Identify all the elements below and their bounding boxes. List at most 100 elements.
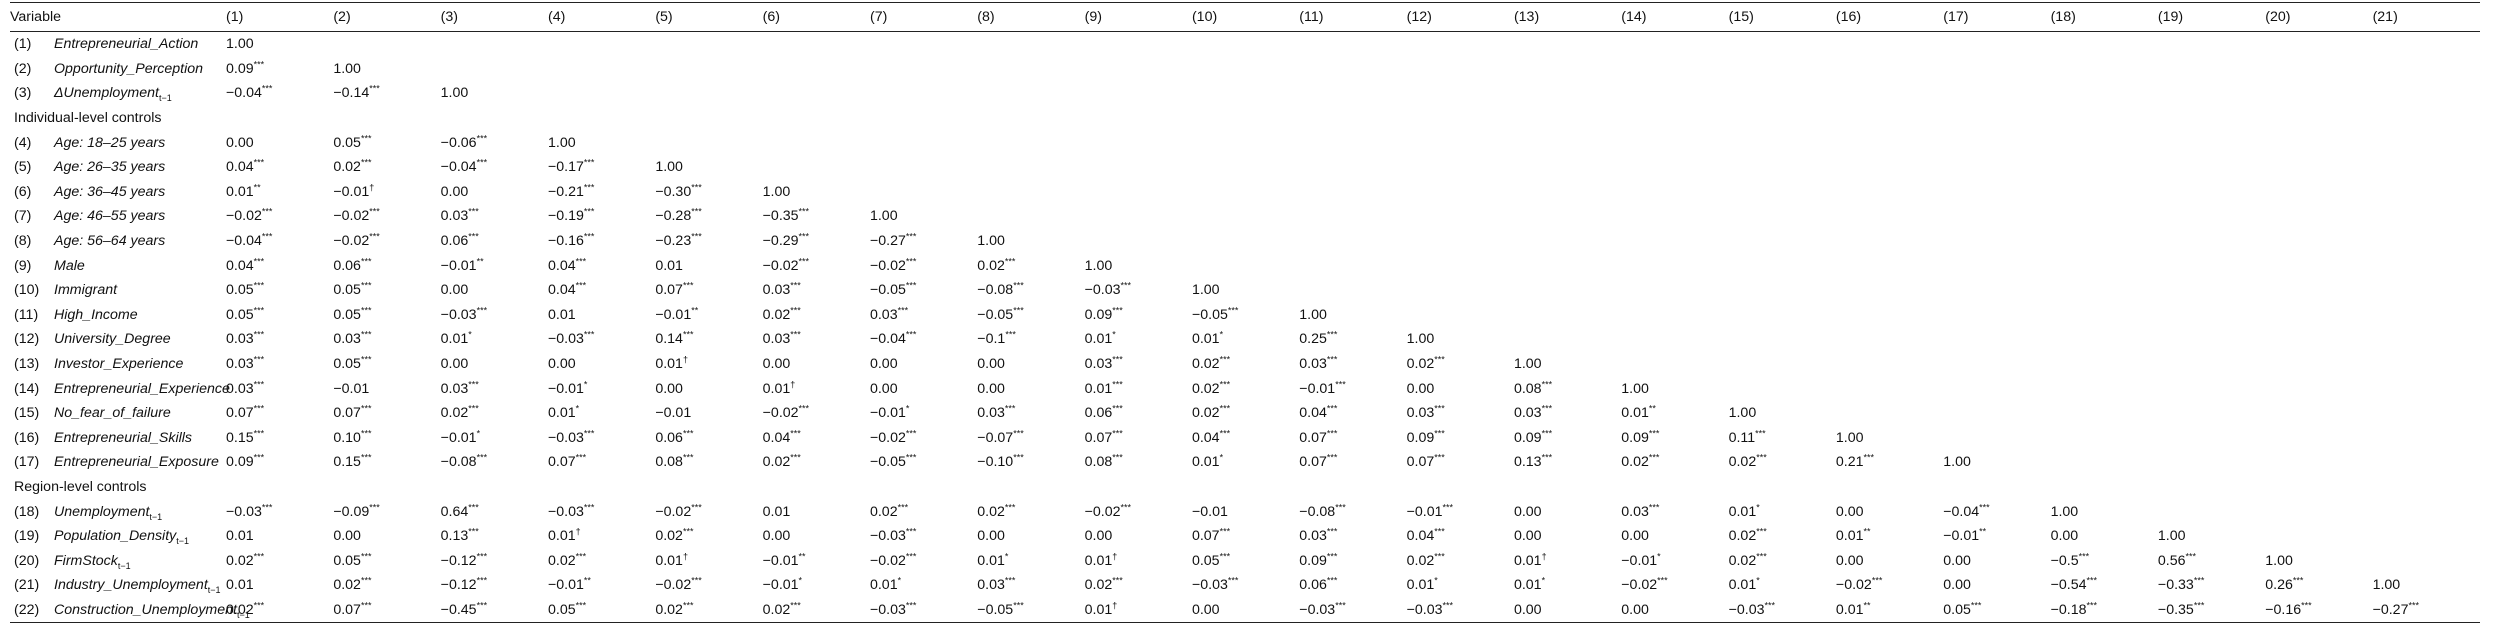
- correlation-cell: −0.02***: [226, 206, 273, 225]
- column-header: (14): [1621, 2, 1729, 32]
- variable-name-text: Immigrant: [54, 282, 118, 299]
- correlation-cell: [1836, 327, 1943, 352]
- correlation-cell: −0.03***: [1299, 597, 1407, 623]
- correlation-cell: −0.01: [655, 405, 692, 422]
- correlation-cell: 0.05***: [333, 551, 372, 569]
- correlation-cell: [2158, 57, 2265, 82]
- row-index: (8): [14, 233, 32, 250]
- row-index: (18): [14, 503, 40, 520]
- correlation-cell: 0.09***: [1299, 551, 1338, 569]
- correlation-cell: [763, 57, 870, 82]
- correlation-cell: 1.00: [977, 233, 1005, 250]
- column-header: (9): [1084, 2, 1192, 32]
- row-index: (9): [14, 257, 32, 274]
- correlation-cell: 0.06***: [440, 231, 479, 250]
- correlation-cell: −0.27***: [2372, 597, 2480, 623]
- correlation-cell: 1.00: [226, 36, 254, 53]
- table-row: (4) Age: 18–25 years 0.00 0.05*** −0.06*** 1.…: [10, 130, 2480, 155]
- correlation-cell: −0.14***: [333, 83, 380, 102]
- correlation-cell: [1836, 352, 1943, 377]
- variable-name: High_Income: [54, 303, 226, 328]
- correlation-cell: [1943, 229, 2050, 254]
- correlation-cell: 1.00: [1191, 282, 1220, 299]
- correlation-cell: −0.05***: [869, 452, 917, 471]
- correlation-cell: −0.09***: [333, 501, 380, 520]
- variable-name-text: Entrepreneurial_Skills: [54, 429, 193, 446]
- correlation-cell: −0.06***: [440, 132, 488, 151]
- correlation-cell: [2158, 32, 2265, 57]
- variable-name-text: Male: [54, 257, 85, 274]
- correlation-cell: 1.00: [1943, 454, 1971, 471]
- table-row: (19) Population_Densityt−1 0.01 0.00 0.13***…: [10, 524, 2480, 549]
- correlation-cell: [1514, 229, 1621, 254]
- correlation-cell: [1943, 32, 2050, 57]
- correlation-cell: [2051, 352, 2158, 377]
- correlation-cell: −0.01**: [655, 305, 699, 323]
- time-lag-subscript: t−1: [158, 93, 172, 104]
- correlation-cell: [2265, 57, 2372, 82]
- correlation-cell: −0.12***: [440, 575, 488, 594]
- correlation-cell: [548, 81, 655, 106]
- variable-name: Age: 56–64 years: [54, 229, 226, 254]
- correlation-cell: 1.00: [1513, 356, 1542, 373]
- correlation-cell: −0.05***: [869, 280, 917, 299]
- row-index: (20): [14, 552, 40, 569]
- correlation-cell: 0.00: [1513, 597, 1622, 623]
- correlation-cell: [1729, 204, 1836, 229]
- correlation-cell: 0.07***: [1406, 452, 1445, 471]
- table-row: (22) Construction_Unemploymentt−1 0.02*** 0…: [10, 597, 2480, 623]
- correlation-cell: [763, 130, 870, 155]
- correlation-cell: [2051, 376, 2158, 401]
- correlation-cell: −0.04***: [869, 329, 917, 348]
- correlation-cell: −0.04***: [1943, 501, 1990, 520]
- correlation-cell: 0.02***: [1084, 575, 1123, 594]
- correlation-cell: 0.03***: [226, 354, 265, 373]
- correlation-cell: 0.02***: [1728, 452, 1767, 471]
- correlation-cell: [1299, 57, 1406, 82]
- correlation-cell: −0.03***: [869, 526, 917, 545]
- correlation-cell: −0.08***: [1299, 501, 1346, 520]
- correlation-cell: [2051, 130, 2158, 155]
- correlation-cell: [870, 32, 977, 57]
- correlation-cell: [1407, 130, 1514, 155]
- table-row: (2) Opportunity_Perception 0.09*** 1.00: [10, 57, 2480, 82]
- variable-name-text: Industry_Unemployment: [54, 577, 208, 594]
- correlation-cell: 0.08***: [655, 452, 694, 471]
- correlation-cell: 0.00: [1513, 503, 1542, 520]
- correlation-cell: −0.01***: [1406, 501, 1454, 520]
- correlation-cell: [1407, 229, 1514, 254]
- correlation-cell: [2265, 450, 2372, 475]
- correlation-cell: [2158, 155, 2265, 180]
- column-header: (20): [2265, 2, 2373, 32]
- correlation-cell: [1407, 180, 1514, 205]
- correlation-cell: [1514, 253, 1621, 278]
- variable-name-text: Entrepreneurial_Exposure: [54, 454, 219, 471]
- correlation-cell: −0.54***: [2050, 575, 2097, 594]
- correlation-cell: [2373, 253, 2480, 278]
- correlation-cell: −0.05***: [977, 597, 1085, 623]
- correlation-cell: [1621, 303, 1728, 328]
- correlation-cell: [1943, 81, 2050, 106]
- correlation-cell: 0.01: [762, 503, 791, 520]
- correlation-cell: −0.03***: [547, 428, 595, 446]
- table-row: (8) Age: 56–64 years −0.04*** −0.02*** 0.06*…: [10, 229, 2480, 254]
- correlation-cell: 0.00: [547, 356, 576, 373]
- correlation-cell: 0.09***: [1084, 305, 1123, 323]
- correlation-cell: 0.01†: [1084, 551, 1118, 569]
- correlation-cell: 0.00: [440, 356, 469, 373]
- column-header: (2): [333, 2, 441, 32]
- correlation-cell: [2265, 303, 2372, 328]
- correlation-cell: [1621, 204, 1728, 229]
- correlation-cell: −0.45***: [440, 597, 548, 623]
- variable-name: Entrepreneurial_Skills: [54, 426, 226, 451]
- correlation-cell: −0.02***: [1621, 575, 1668, 594]
- correlation-cell: [441, 57, 548, 82]
- correlation-cell: 0.21***: [1835, 452, 1875, 471]
- correlation-cell: [1192, 32, 1299, 57]
- correlation-cell: −0.12***: [440, 551, 488, 569]
- correlation-cell: 0.07***: [1191, 526, 1231, 545]
- correlation-cell: 0.26***: [2265, 575, 2304, 594]
- correlation-cell: −0.27***: [869, 231, 917, 250]
- correlation-cell: −0.19***: [547, 206, 595, 225]
- correlation-cell: 0.02***: [1406, 551, 1445, 569]
